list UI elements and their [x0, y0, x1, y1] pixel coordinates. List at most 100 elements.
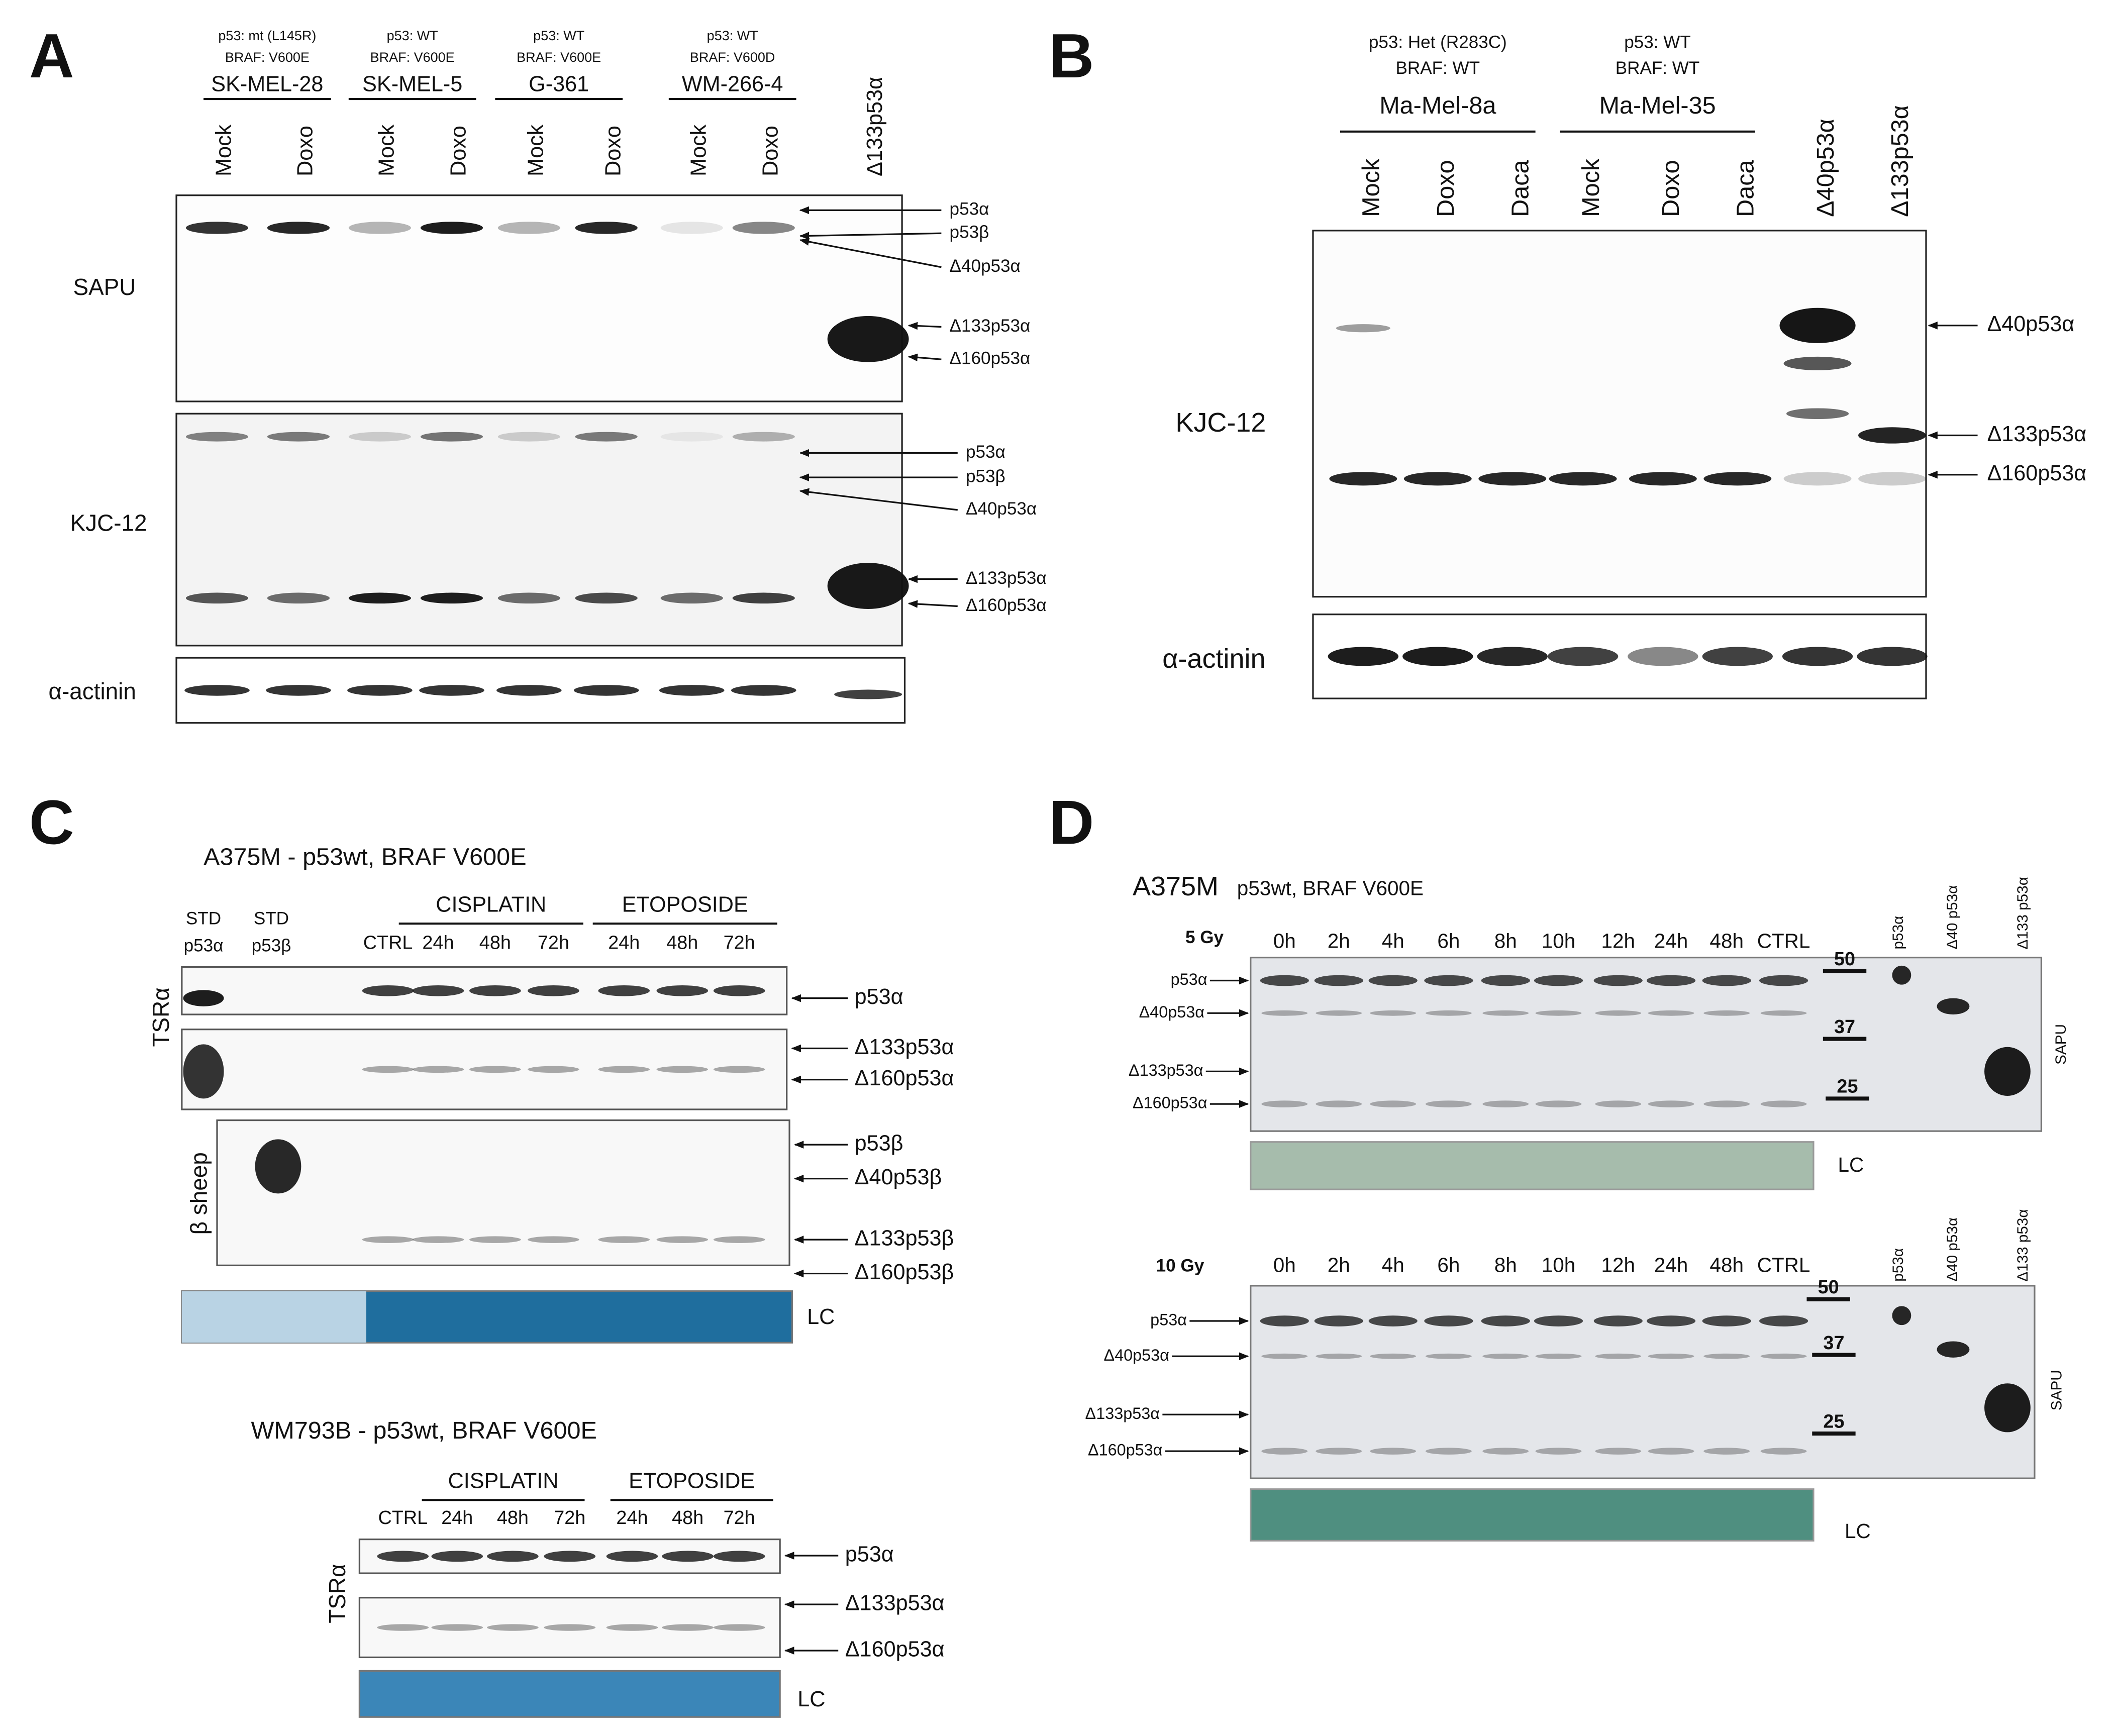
cell-line: SK-MEL-28	[211, 72, 323, 96]
band	[606, 1624, 658, 1631]
band-label: p53α	[1150, 1311, 1187, 1329]
label: STD	[186, 908, 221, 928]
band	[1403, 472, 1472, 486]
band	[1261, 1100, 1308, 1107]
band	[1368, 975, 1418, 986]
band	[1702, 647, 1773, 666]
band	[659, 685, 725, 696]
label: p53: WT	[533, 28, 584, 43]
band	[1703, 472, 1772, 486]
lane-label: 24h	[1654, 930, 1688, 953]
arrow	[908, 322, 942, 330]
label: BRAF: V600D	[690, 50, 775, 65]
band	[469, 1236, 521, 1243]
band	[575, 592, 638, 604]
arrow	[908, 600, 958, 608]
lane-label: 48h	[1709, 930, 1744, 953]
band	[377, 1551, 429, 1562]
band	[497, 432, 560, 442]
label: p53: mt (L145R)	[218, 28, 316, 43]
lane-label: 72h	[554, 1507, 585, 1528]
panel-label: B	[1049, 22, 1094, 91]
band	[1481, 975, 1530, 986]
band	[1648, 1010, 1694, 1016]
band	[1402, 647, 1473, 666]
label: LC	[1845, 1519, 1871, 1543]
band	[1760, 1448, 1807, 1455]
band	[732, 222, 795, 234]
band	[1477, 647, 1548, 666]
band	[1892, 1306, 1911, 1325]
blot	[181, 1029, 788, 1110]
lane-label: Doxo	[1657, 160, 1684, 217]
marker: 25	[1823, 1411, 1844, 1432]
band	[1370, 1100, 1417, 1107]
band	[713, 1236, 765, 1243]
band-label: p53β	[855, 1132, 903, 1156]
band	[412, 1066, 464, 1073]
band	[606, 1551, 658, 1562]
cell-line: WM-266-4	[682, 72, 783, 96]
band	[660, 592, 723, 604]
lane-label: Doxo	[601, 126, 625, 176]
experiment-title: A375M - p53wt, BRAF V600E	[204, 843, 527, 870]
band	[1593, 1315, 1643, 1326]
panel-title: A375M	[1133, 871, 1219, 901]
band	[1534, 1315, 1583, 1326]
experiment-title: WM793B - p53wt, BRAF V600E	[251, 1417, 596, 1444]
band	[528, 985, 579, 996]
band	[362, 1066, 414, 1073]
band	[412, 985, 464, 996]
label: p53: WT	[387, 28, 438, 43]
band-label: Δ40p53α	[950, 256, 1021, 276]
band	[1482, 1010, 1529, 1016]
band	[1760, 1010, 1807, 1016]
lane-label: Mock	[686, 124, 711, 176]
band	[1370, 1010, 1417, 1016]
label: p53: Het (R283C)	[1369, 33, 1507, 52]
loading-control	[358, 1670, 781, 1718]
band-label: Δ40p53α	[966, 499, 1037, 519]
lane-label: Δ133p53α	[1886, 105, 1913, 217]
lane-label: Doxo	[1432, 160, 1459, 217]
band	[1984, 1047, 2031, 1096]
lane-label: 2h	[1328, 1254, 1350, 1277]
blot	[216, 1119, 790, 1266]
label: LC	[797, 1687, 825, 1711]
lane-label: 72h	[724, 1507, 755, 1528]
band	[1482, 1353, 1529, 1359]
band	[184, 685, 250, 696]
antibody: α-actinin	[48, 678, 136, 704]
band	[731, 685, 796, 696]
marker: 50	[1818, 1277, 1839, 1298]
band	[469, 985, 521, 996]
band	[732, 432, 795, 442]
lane-label: 48h	[479, 933, 511, 954]
band	[1549, 472, 1617, 486]
band	[1703, 1448, 1750, 1455]
band	[1595, 1353, 1642, 1359]
band	[348, 432, 411, 442]
band	[1261, 1353, 1308, 1359]
band	[1702, 1315, 1751, 1326]
band	[185, 592, 249, 604]
band-label: p53β	[950, 223, 989, 242]
band-label: p53α	[855, 985, 903, 1009]
band	[487, 1624, 539, 1631]
band	[1648, 1100, 1694, 1107]
band-label: Δ133p53α	[950, 316, 1031, 336]
band-label: Δ160p53α	[1987, 461, 2086, 485]
band	[575, 222, 638, 234]
lane-label: 48h	[497, 1507, 529, 1528]
band	[1316, 1100, 1362, 1107]
antibody: TSRα	[148, 987, 174, 1047]
arrow	[799, 238, 942, 268]
band	[1595, 1010, 1642, 1016]
band	[662, 1551, 714, 1562]
lane-label: 10h	[1542, 930, 1576, 953]
panel-label: C	[29, 788, 74, 857]
cell-line: Ma-Mel-35	[1599, 92, 1716, 119]
blot	[1250, 957, 2043, 1132]
loading-control	[1250, 1141, 1815, 1190]
band	[1595, 1100, 1642, 1107]
